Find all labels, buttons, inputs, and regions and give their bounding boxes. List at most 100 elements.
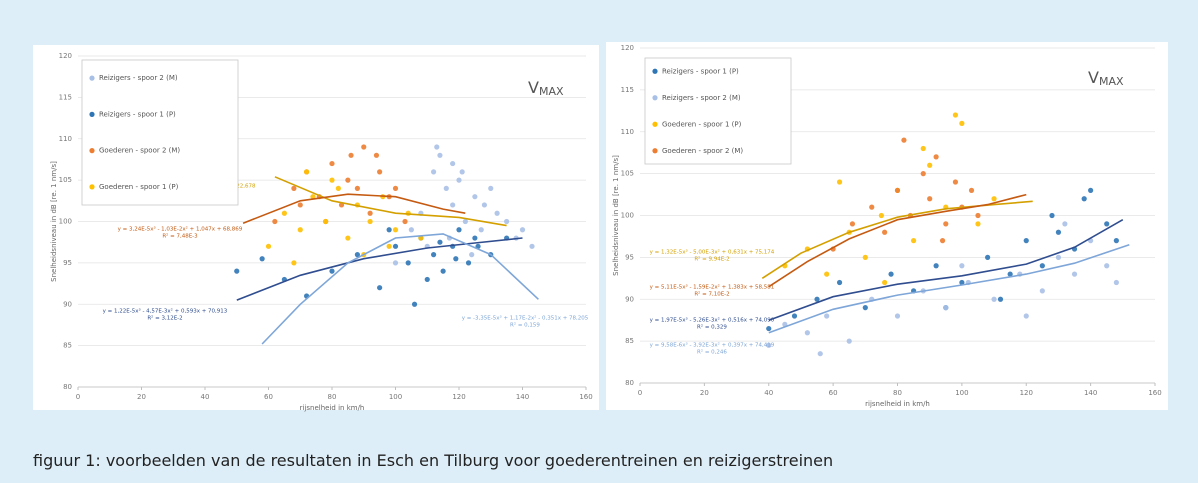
scatter-point bbox=[335, 185, 341, 191]
scatter-point bbox=[259, 256, 265, 262]
scatter-point bbox=[291, 260, 297, 266]
scatter-point bbox=[462, 218, 468, 225]
scatter-point bbox=[272, 218, 278, 225]
scatter-point bbox=[1007, 271, 1013, 277]
trend-r2: R² = 0,329 bbox=[697, 324, 727, 331]
scatter-point bbox=[323, 218, 329, 225]
y-tick-label: 120 bbox=[621, 44, 634, 52]
x-tick-label: 140 bbox=[1084, 389, 1097, 397]
scatter-point bbox=[453, 256, 459, 262]
scatter-point bbox=[469, 252, 475, 258]
x-tick-label: 40 bbox=[764, 389, 773, 397]
scatter-point bbox=[494, 210, 500, 216]
x-tick-label: 80 bbox=[893, 389, 902, 397]
scatter-point bbox=[878, 212, 885, 219]
y-tick-label: 95 bbox=[63, 259, 72, 267]
scatter-point bbox=[529, 243, 535, 249]
scatter-point bbox=[297, 227, 303, 233]
scatter-point bbox=[361, 144, 367, 150]
y-axis-label: Snelheidsniveau in dB [re. 1 nm/s] bbox=[612, 155, 620, 276]
scatter-point bbox=[1104, 221, 1110, 227]
trend-r2: R² = 7,10E-2 bbox=[694, 291, 729, 298]
scatter-point bbox=[329, 160, 335, 167]
x-tick-label: 160 bbox=[579, 393, 592, 401]
scatter-point bbox=[418, 235, 424, 241]
x-axis-label: rijsnelheid in km/h bbox=[300, 404, 365, 412]
x-tick-label: 60 bbox=[264, 393, 273, 401]
scatter-point bbox=[345, 177, 351, 183]
trend-equation: y = 5,11E-5x³ - 1,59E-2x² + 1,383x + 58,… bbox=[650, 284, 775, 291]
scatter-point bbox=[894, 313, 901, 319]
trendline bbox=[261, 233, 539, 345]
y-tick-label: 110 bbox=[59, 135, 72, 143]
scatter-point bbox=[968, 187, 975, 193]
title-main: V bbox=[528, 78, 539, 97]
x-tick-label: 40 bbox=[201, 393, 210, 401]
y-tick-label: 100 bbox=[621, 212, 634, 220]
y-tick-label: 105 bbox=[621, 170, 634, 178]
scatter-point bbox=[836, 179, 843, 185]
scatter-point bbox=[392, 227, 399, 233]
legend-marker bbox=[89, 111, 95, 117]
scatter-point bbox=[1113, 279, 1119, 286]
scatter-point bbox=[411, 301, 418, 307]
scatter-point bbox=[849, 221, 856, 227]
legend-label: Reizigers - spoor 2 (M) bbox=[662, 94, 741, 102]
scatter-point bbox=[405, 260, 411, 266]
x-tick-label: 160 bbox=[1148, 389, 1161, 397]
scatter-point bbox=[481, 202, 487, 208]
scatter-point bbox=[488, 185, 494, 191]
scatter-point bbox=[1039, 263, 1045, 269]
legend-label: Goederen - spoor 1 (P) bbox=[662, 120, 742, 128]
scatter-point bbox=[392, 260, 399, 266]
y-tick-label: 90 bbox=[625, 295, 634, 303]
scatter-point bbox=[443, 185, 449, 191]
scatter-point bbox=[1071, 271, 1078, 277]
trendline bbox=[274, 176, 507, 227]
trendline bbox=[242, 193, 466, 224]
legend-label: Goederen - spoor 2 (M) bbox=[662, 147, 743, 155]
scatter-point bbox=[354, 252, 360, 258]
scatter-point bbox=[1088, 187, 1094, 193]
title-sub: MAX bbox=[1099, 75, 1124, 88]
y-tick-label: 120 bbox=[59, 52, 72, 60]
scatter-point bbox=[440, 268, 446, 274]
scatter-point bbox=[456, 177, 462, 183]
scatter-point bbox=[367, 218, 373, 225]
scatter-point bbox=[975, 221, 981, 227]
x-tick-label: 20 bbox=[700, 389, 709, 397]
legend-label: Goederen - spoor 1 (P) bbox=[99, 183, 179, 191]
scatter-point bbox=[304, 169, 310, 175]
scatter-point bbox=[1023, 313, 1029, 319]
scatter-point bbox=[766, 325, 772, 332]
y-tick-label: 80 bbox=[63, 383, 72, 391]
chart-title: VMAX bbox=[1088, 68, 1124, 89]
scatter-point bbox=[1039, 288, 1045, 294]
scatter-point bbox=[927, 196, 933, 202]
title-main: V bbox=[1088, 68, 1099, 87]
scatter-point bbox=[377, 169, 383, 175]
x-tick-label: 80 bbox=[328, 393, 337, 401]
scatter-point bbox=[985, 254, 991, 260]
scatter-point bbox=[345, 235, 351, 241]
scatter-point bbox=[939, 238, 946, 244]
scatter-point bbox=[933, 154, 939, 160]
x-tick-label: 120 bbox=[452, 393, 465, 401]
scatter-point bbox=[1055, 229, 1062, 235]
scatter-point bbox=[386, 243, 392, 249]
legend-box bbox=[644, 57, 792, 165]
legend-label: Goederen - spoor 2 (M) bbox=[99, 147, 180, 155]
scatter-point bbox=[933, 263, 939, 269]
y-tick-label: 105 bbox=[59, 176, 72, 184]
scatter-point bbox=[975, 212, 981, 219]
y-tick-label: 90 bbox=[63, 300, 72, 308]
y-tick-label: 115 bbox=[59, 93, 72, 101]
x-tick-label: 140 bbox=[516, 393, 529, 401]
scatter-point bbox=[434, 144, 440, 150]
trend-equation: y = 1,97E-5x³ - 5,26E-3x² + 0,516x + 74,… bbox=[650, 317, 775, 324]
scatter-point bbox=[281, 210, 287, 216]
scatter-point bbox=[291, 185, 297, 191]
scatter-point bbox=[1023, 238, 1029, 244]
scatter-point bbox=[472, 235, 478, 241]
scatter-point bbox=[297, 202, 303, 208]
